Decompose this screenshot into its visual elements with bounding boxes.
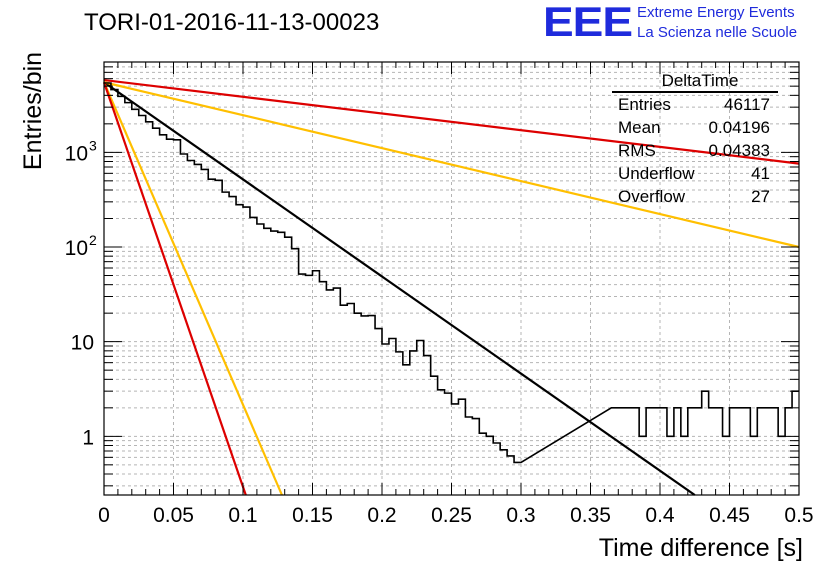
histogram — [104, 82, 799, 464]
stats-label: RMS — [618, 141, 656, 160]
y-tick-label: 10 — [65, 237, 88, 260]
fit-curve-5 — [102, 81, 247, 496]
y-axis-title: Entries/bin — [19, 51, 47, 171]
logo-line-2: La Scienza nelle Scuole — [637, 24, 798, 41]
x-tick-label: 0.25 — [431, 504, 472, 527]
stats-title: DeltaTime — [612, 71, 778, 93]
stats-value: 46117 — [723, 95, 770, 114]
stats-label: Overflow — [618, 187, 686, 206]
fit-curve-4 — [102, 81, 283, 496]
x-tick-label: 0.1 — [228, 504, 257, 527]
x-tick-label: 0 — [98, 504, 110, 527]
stats-label: Mean — [618, 118, 661, 137]
fit-curve-3 — [103, 81, 800, 249]
y-tick-exponent: 2 — [89, 232, 97, 248]
axes: 0 0.05 0.1 0.15 0.2 0.25 0.3 0.35 0.4 0.45 0.5 1 10 1… — [65, 61, 814, 527]
stats-value: 27 — [751, 187, 770, 206]
stats-value: 41 — [751, 164, 770, 183]
x-axis-title: Time difference [s] — [598, 534, 803, 562]
chart-title: TORI-01-2016-11-13-00023 — [84, 9, 380, 36]
stats-box: DeltaTime Entries 46117 Mean 0.04196 RMS… — [612, 71, 778, 208]
x-tick-label: 0.2 — [367, 504, 396, 527]
x-tick-label: 0.5 — [784, 504, 813, 527]
y-tick-label: 10 — [65, 142, 88, 165]
stats-row-entries: Entries 46117 — [612, 93, 778, 116]
fit-curve-2 — [103, 78, 800, 165]
histogram-outline — [104, 82, 799, 464]
stats-row-mean: Mean 0.04196 — [612, 116, 778, 139]
x-tick-label: 0.15 — [292, 504, 333, 527]
y-tick-label: 10 — [71, 332, 94, 355]
stats-label: Underflow — [618, 164, 695, 183]
x-tick-label: 0.05 — [153, 504, 194, 527]
x-tick-label: 0.4 — [645, 504, 675, 527]
stats-value: 0.04383 — [708, 141, 770, 160]
x-tick-label: 0.35 — [570, 504, 611, 527]
y-tick-exponent: 3 — [89, 137, 97, 153]
stats-row-underflow: Underflow 41 — [612, 162, 778, 185]
x-tick-label: 0.3 — [506, 504, 535, 527]
eee-logo: EEE — [543, 0, 633, 45]
fit-curves — [102, 78, 800, 496]
logo-line-1: Extreme Energy Events — [637, 4, 795, 21]
stats-row-rms: RMS 0.04383 — [612, 139, 778, 162]
fit-curve-1 — [103, 81, 696, 496]
stats-row-overflow: Overflow 27 — [612, 185, 778, 208]
stats-label: Entries — [618, 95, 671, 114]
y-tick-label: 1 — [82, 426, 94, 449]
stats-value: 0.04196 — [708, 118, 770, 137]
x-tick-label: 0.45 — [709, 504, 750, 527]
